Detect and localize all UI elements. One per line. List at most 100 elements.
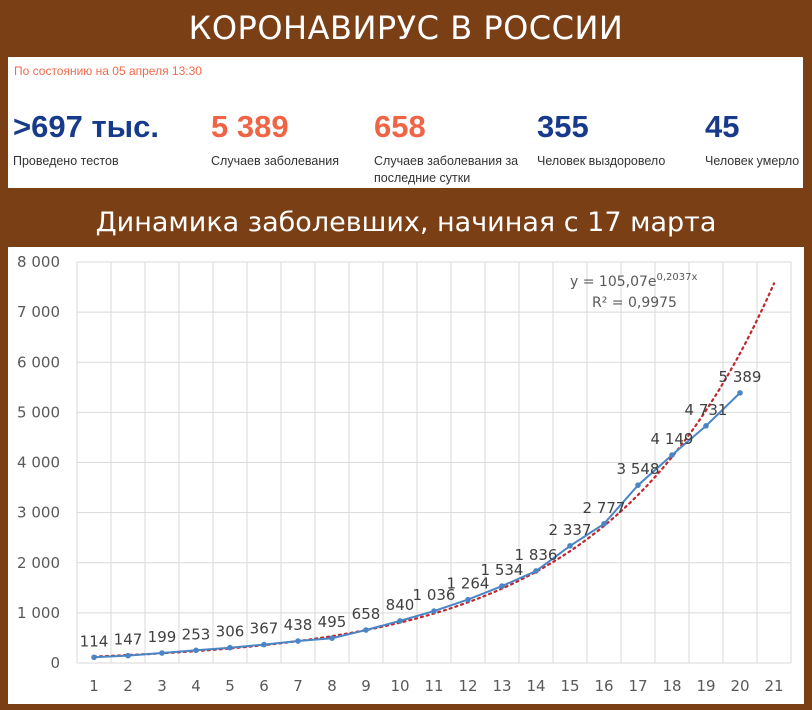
x-tick-label: 2 — [123, 677, 133, 695]
data-label: 495 — [318, 613, 347, 631]
data-label: 2 337 — [549, 521, 592, 539]
y-tick-label: 2 000 — [17, 554, 60, 572]
stat-daily-cases-value: 658 — [374, 109, 426, 144]
x-tick-label: 15 — [560, 677, 579, 695]
x-tick-label: 10 — [390, 677, 409, 695]
data-point — [703, 423, 709, 429]
stat-recovered-label: Человек выздоровело — [537, 154, 666, 168]
data-label: 306 — [216, 623, 245, 641]
x-tick-label: 20 — [730, 677, 749, 695]
stat-daily-cases: 658 Случаев заболевания за последние сут… — [374, 109, 524, 187]
data-label: 1 264 — [447, 575, 490, 593]
data-label: 4 149 — [651, 430, 694, 448]
x-tick-label: 9 — [361, 677, 371, 695]
data-label: 253 — [182, 625, 211, 643]
stat-cases: 5 389 Случаев заболевания — [211, 109, 339, 170]
stat-tests: >697 тыс. Проведено тестов — [13, 109, 159, 170]
x-tick-label: 3 — [157, 677, 167, 695]
stat-recovered: 355 Человек выздоровело — [537, 109, 665, 170]
series-path — [93, 392, 741, 659]
x-tick-label: 4 — [191, 677, 201, 695]
data-point — [159, 650, 165, 656]
data-label: 840 — [386, 596, 415, 614]
stat-daily-cases-label: Случаев заболевания за последние сутки — [374, 154, 519, 185]
stat-recovered-value: 355 — [537, 109, 589, 144]
data-point — [193, 647, 199, 654]
data-label: 1 836 — [515, 546, 558, 564]
data-label: 147 — [114, 631, 143, 649]
data-label: 114 — [80, 632, 109, 650]
y-tick-label: 0 — [50, 654, 60, 672]
x-tick-label: 6 — [259, 677, 269, 695]
y-tick-label: 8 000 — [17, 253, 60, 271]
chart-title: Динамика заболевших, начиная с 17 марта — [95, 207, 717, 238]
x-tick-label: 18 — [662, 677, 681, 695]
data-label: 4 731 — [685, 401, 728, 419]
y-tick-label: 4 000 — [17, 454, 60, 472]
data-point — [329, 635, 335, 641]
data-point — [363, 627, 369, 633]
data-point — [125, 652, 131, 659]
data-point — [397, 618, 403, 624]
x-tick-label: 13 — [492, 677, 511, 695]
data-point — [737, 390, 743, 396]
data-label: 658 — [352, 605, 381, 623]
data-point — [91, 654, 97, 661]
stat-tests-label: Проведено тестов — [13, 154, 119, 168]
data-label: 1 036 — [413, 586, 456, 604]
stat-deaths-value: 45 — [705, 109, 740, 144]
stat-deaths: 45 Человек умерло — [705, 109, 799, 170]
data-label: 5 389 — [719, 368, 762, 386]
data-label: 367 — [250, 620, 279, 638]
y-axis-ticks: 0 1 000 2 000 3 000 4 000 5 000 6 000 7 000 8 00… — [17, 253, 60, 672]
chart-grid — [76, 261, 792, 664]
stats-panel: По состоянию на 05 апреля 13:30 >697 тыс… — [8, 57, 803, 188]
data-point — [465, 596, 471, 603]
data-point — [635, 482, 641, 488]
x-axis-ticks: 1 2 3 4 5 6 7 8 9 10 11 12 13 14 15 16 17 18 19 20 21 — [89, 677, 783, 695]
x-tick-label: 17 — [628, 677, 647, 695]
stat-cases-label: Случаев заболевания — [211, 154, 339, 168]
data-label: 3 548 — [617, 460, 660, 478]
data-point — [533, 568, 539, 574]
y-tick-label: 6 000 — [17, 353, 60, 371]
data-label: 438 — [284, 616, 313, 634]
data-label: 2 777 — [583, 499, 626, 517]
data-point — [295, 638, 301, 644]
y-tick-label: 5 000 — [17, 403, 60, 421]
series-points — [91, 390, 743, 661]
x-tick-label: 19 — [696, 677, 715, 695]
data-point — [499, 583, 505, 589]
cases-chart: 0 1 000 2 000 3 000 4 000 5 000 6 000 7 000 8 00… — [17, 253, 792, 695]
x-tick-label: 8 — [327, 677, 337, 695]
y-tick-label: 7 000 — [17, 303, 60, 321]
as-of-timestamp: По состоянию на 05 апреля 13:30 — [14, 64, 202, 78]
stat-deaths-label: Человек умерло — [705, 154, 800, 168]
data-label: 1 534 — [481, 561, 524, 579]
x-tick-label: 7 — [293, 677, 303, 695]
stat-tests-value: >697 тыс. — [13, 109, 159, 144]
data-label: 199 — [148, 628, 177, 646]
data-point — [261, 641, 267, 648]
trend-equation-exponent: 0,2037x — [657, 272, 698, 283]
x-tick-label: 16 — [594, 677, 613, 695]
data-point — [431, 608, 437, 614]
chart-panel: 0 1 000 2 000 3 000 4 000 5 000 6 000 7 000 8 00… — [8, 247, 804, 704]
data-point — [669, 452, 675, 458]
y-tick-label: 3 000 — [17, 504, 60, 522]
x-tick-label: 21 — [764, 677, 783, 695]
page-title: КОРОНАВИРУС В РОССИИ — [188, 9, 624, 47]
y-tick-label: 1 000 — [17, 604, 60, 622]
x-tick-label: 14 — [526, 677, 545, 695]
x-tick-label: 1 — [89, 677, 99, 695]
x-tick-label: 11 — [424, 677, 443, 695]
series-line — [93, 392, 741, 659]
trend-equation: y = 105,07e0,2037x — [570, 272, 698, 290]
stat-cases-value: 5 389 — [211, 109, 289, 144]
x-tick-label: 5 — [225, 677, 235, 695]
trend-r2: R² = 0,9975 — [592, 295, 677, 311]
data-point — [227, 644, 233, 651]
data-point — [601, 521, 607, 527]
